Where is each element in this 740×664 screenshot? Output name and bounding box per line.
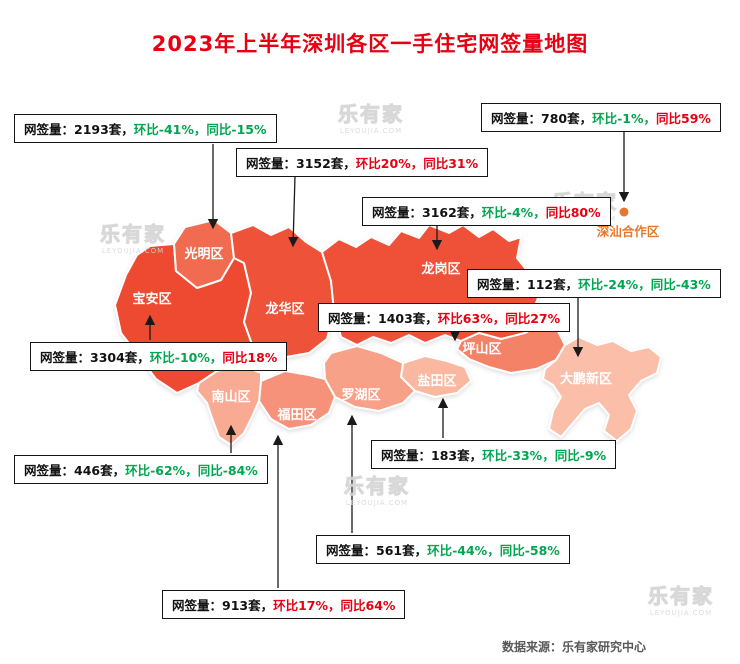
arrow-to-longhua [288,175,299,248]
stat-mom: 环比-4%， [481,205,546,220]
district-guangming [173,219,235,289]
stat-mom: 环比-10%， [149,350,223,365]
shenshan-dot [619,207,629,217]
district-label-nanshan: 南山区 [211,389,250,405]
stat-box-longhua: 网签量：3152套，环比20%，同比31% [236,148,489,177]
stat-mom: 环比17%， [273,598,341,613]
district-label-pingshan: 坪山区 [462,341,501,357]
stat-volume: 网签量：446套， [24,463,126,478]
district-label-longhua: 龙华区 [265,301,304,317]
district-dapeng [542,336,662,442]
stat-box-dapeng: 网签量：112套，环比-24%，同比-43% [467,269,721,298]
stat-yoy: 同比-84% [197,463,258,478]
stat-box-pingshan: 网签量：1403套，环比63%，同比27% [318,303,571,332]
page-title: 2023年上半年深圳各区一手住宅网签量地图 [151,32,589,56]
stat-volume: 网签量：1403套， [328,311,438,326]
stat-yoy: 同比27% [505,311,561,326]
stat-volume: 网签量：2193套， [24,122,134,137]
district-label-longgang: 龙岗区 [421,261,460,277]
stat-yoy: 同比80% [545,205,601,220]
stat-box-guangming: 网签量：2193套，环比-41%，同比-15% [14,114,277,143]
shenshan-label: 深汕合作区 [597,224,660,239]
district-longhua [230,224,335,358]
stat-volume: 网签量：112套， [477,277,579,292]
stat-volume: 网签量：3152套， [246,156,356,171]
stat-box-longgang: 网签量：3162套，环比-4%，同比80% [362,197,611,226]
stat-volume: 网签量：3162套， [372,205,482,220]
stat-yoy: 同比-43% [650,277,711,292]
stat-yoy: 同比-15% [206,122,267,137]
data-source: 数据来源：乐有家研究中心 [502,640,647,654]
stat-mom: 环比20%， [355,156,424,171]
stat-volume: 网签量：780套， [491,111,593,126]
stat-volume: 网签量：183套， [381,448,483,463]
stat-yoy: 同比-9% [554,448,607,463]
district-label-yantian: 盐田区 [417,373,456,389]
stat-volume: 网签量：561套， [326,543,428,558]
stat-box-futian: 网签量：913套，环比17%，同比64% [162,590,406,619]
stat-mom: 环比-24%， [578,277,651,292]
stat-yoy: 同比59% [656,111,711,126]
stat-mom: 环比-33%， [482,448,555,463]
stat-mom: 环比-62%， [125,463,198,478]
district-label-dapeng: 大鹏新区 [560,371,612,387]
stat-box-shenshan: 网签量：780套，环比-1%，同比59% [481,103,721,132]
stat-mom: 环比-41%， [133,122,207,137]
district-label-luohu: 罗湖区 [341,388,380,403]
stat-volume: 网签量：3304套， [40,350,150,365]
stat-box-luohu: 网签量：561套，环比-44%，同比-58% [316,535,570,564]
district-label-futian: 福田区 [276,407,316,423]
district-label-guangming: 光明区 [183,246,223,262]
district-label-baoan: 宝安区 [132,291,171,307]
stat-box-baoan: 网签量：3304套，环比-10%，同比18% [30,342,288,371]
stat-yoy: 同比18% [222,350,278,365]
stat-box-yantian: 网签量：183套，环比-33%，同比-9% [371,440,617,469]
stat-yoy: 同比64% [340,598,396,613]
callout-arrows [144,131,630,588]
stat-yoy: 同比-58% [499,543,560,558]
district-labels: 光明区 宝安区 龙华区 龙岗区 坪山区 盐田区 罗湖区 福田区 南山区 大鹏新区… [132,224,659,423]
stat-mom: 环比63%， [437,311,506,326]
stat-mom: 环比-1%， [592,111,657,126]
stat-box-nanshan: 网签量：446套，环比-62%，同比-84% [14,455,268,484]
district-nanshan [196,364,262,446]
district-futian [258,370,336,430]
stat-yoy: 同比31% [423,156,479,171]
stat-mom: 环比-44%， [427,543,500,558]
stat-volume: 网签量：913套， [172,598,274,613]
